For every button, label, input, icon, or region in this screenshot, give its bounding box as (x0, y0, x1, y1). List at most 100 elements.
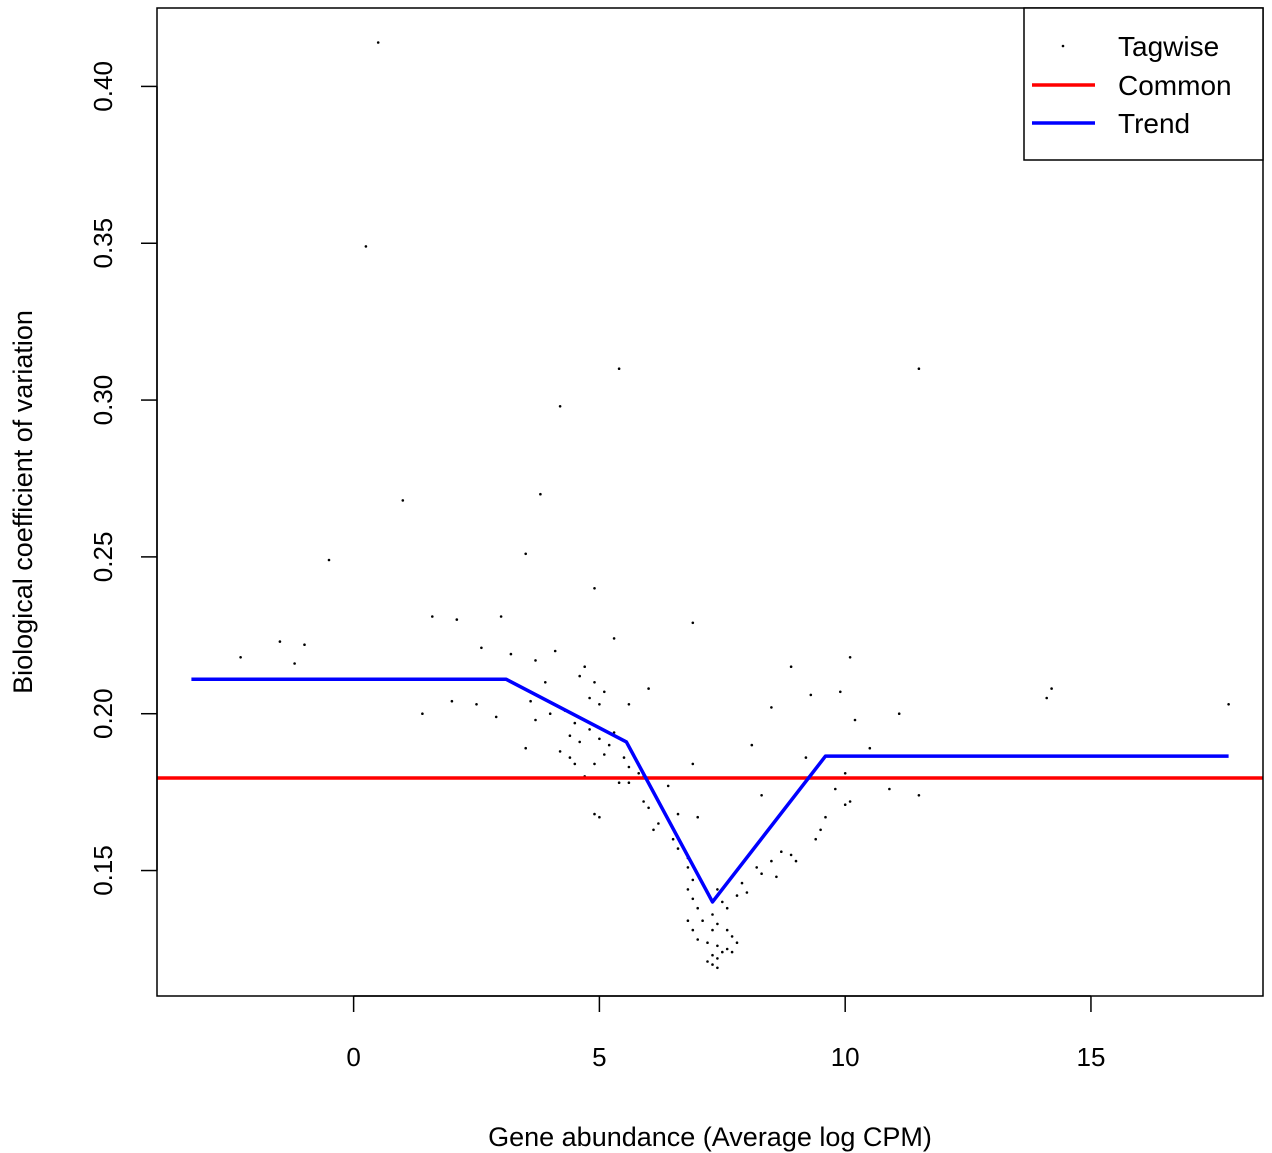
tagwise-point (819, 828, 822, 832)
tagwise-point (691, 762, 695, 766)
y-tick-label: 0.25 (88, 532, 118, 583)
tagwise-point (868, 746, 872, 750)
tagwise-point (529, 699, 532, 703)
tagwise-point (725, 906, 729, 910)
tagwise-point (1050, 687, 1053, 690)
tagwise-point (897, 712, 901, 715)
tagwise-point (839, 690, 842, 694)
tagwise-point (364, 245, 368, 248)
tagwise-point (1045, 696, 1048, 700)
y-tick-label: 0.35 (88, 218, 118, 269)
tagwise-point (770, 706, 773, 709)
y-tick-label: 0.40 (88, 61, 118, 112)
tagwise-point (711, 953, 714, 957)
tagwise-point (617, 367, 621, 371)
tagwise-point (676, 812, 680, 816)
tagwise-point (583, 665, 586, 668)
tagwise-point (789, 853, 793, 857)
tagwise-point (450, 699, 454, 703)
tagwise-point (725, 928, 729, 932)
tagwise-point (593, 812, 596, 816)
tagwise-point (593, 762, 596, 766)
tagwise-point (421, 712, 424, 715)
legend: Tagwise Common Trend (1023, 7, 1264, 161)
tagwise-point (598, 815, 601, 819)
tagwise-point (716, 888, 719, 891)
trend-line (191, 677, 1229, 904)
tagwise-point (524, 552, 527, 556)
tagwise-point (848, 800, 852, 803)
tagwise-point (598, 737, 601, 741)
x-tick-label: 15 (1076, 1042, 1105, 1072)
tagwise-point (622, 756, 626, 759)
tagwise-point (789, 665, 793, 668)
tagwise-point (524, 746, 527, 750)
tagwise-point (780, 850, 783, 853)
tagwise-point (770, 859, 773, 863)
y-axis: 0.15 0.20 0.25 0.30 0.35 0.40 (88, 61, 158, 896)
tagwise-point (794, 859, 798, 863)
x-tick-label: 0 (346, 1042, 360, 1072)
tagwise-point (652, 828, 655, 832)
tagwise-point (401, 499, 405, 502)
tagwise-point (573, 721, 577, 725)
tagwise-point (593, 681, 596, 684)
tagwise-point (303, 643, 306, 646)
tagwise-point (376, 41, 380, 44)
tagwise-point (775, 875, 778, 879)
tagwise-point (730, 935, 734, 938)
tagwise-point (691, 878, 695, 882)
tagwise-point (642, 800, 645, 803)
tagwise-point (494, 715, 498, 719)
tagwise-point (917, 367, 921, 371)
tagwise-point (534, 659, 537, 662)
tagwise-point (475, 703, 478, 706)
tagwise-point (696, 906, 699, 910)
tagwise-point (455, 618, 459, 621)
tagwise-point (603, 690, 606, 694)
tagwise-point (558, 405, 562, 408)
tagwise-point (853, 718, 857, 722)
tagwise-point (293, 662, 296, 665)
tagwise-point (745, 891, 749, 894)
tagwise-point (721, 950, 724, 954)
tagwise-point (760, 794, 763, 797)
tagwise-points (239, 41, 1230, 970)
tagwise-point (755, 866, 758, 869)
x-axis: 0 5 10 15 (346, 995, 1105, 1072)
tagwise-point (499, 615, 503, 618)
tagwise-point (612, 637, 616, 640)
legend-common-label: Common (1118, 70, 1232, 101)
tagwise-point (691, 621, 695, 625)
tagwise-point (593, 587, 596, 590)
tagwise-point (716, 922, 719, 926)
tagwise-point (612, 731, 616, 734)
tagwise-point (676, 847, 680, 850)
tagwise-point (588, 696, 591, 700)
tagwise-point (691, 897, 695, 901)
tagwise-point (278, 640, 282, 643)
tagwise-point (730, 950, 734, 954)
tagwise-point (696, 938, 699, 941)
tagwise-point (804, 756, 808, 759)
tagwise-point (706, 960, 709, 963)
tagwise-point (701, 919, 704, 922)
tagwise-point (509, 652, 513, 656)
tagwise-point (603, 753, 606, 756)
x-tick-label: 5 (592, 1042, 606, 1072)
tagwise-point (578, 674, 581, 678)
x-tick-label: 10 (831, 1042, 860, 1072)
tagwise-point (716, 966, 719, 970)
legend-tagwise-marker (1061, 44, 1065, 48)
legend-tagwise-label: Tagwise (1118, 31, 1219, 62)
y-tick-label: 0.30 (88, 375, 118, 426)
tagwise-point (848, 656, 852, 659)
tagwise-point (824, 815, 827, 819)
tagwise-point (843, 803, 847, 806)
tagwise-point (843, 772, 847, 775)
tagwise-point (686, 866, 690, 869)
tagwise-point (431, 615, 434, 618)
tagwise-point (696, 815, 699, 819)
tagwise-point (725, 947, 729, 951)
